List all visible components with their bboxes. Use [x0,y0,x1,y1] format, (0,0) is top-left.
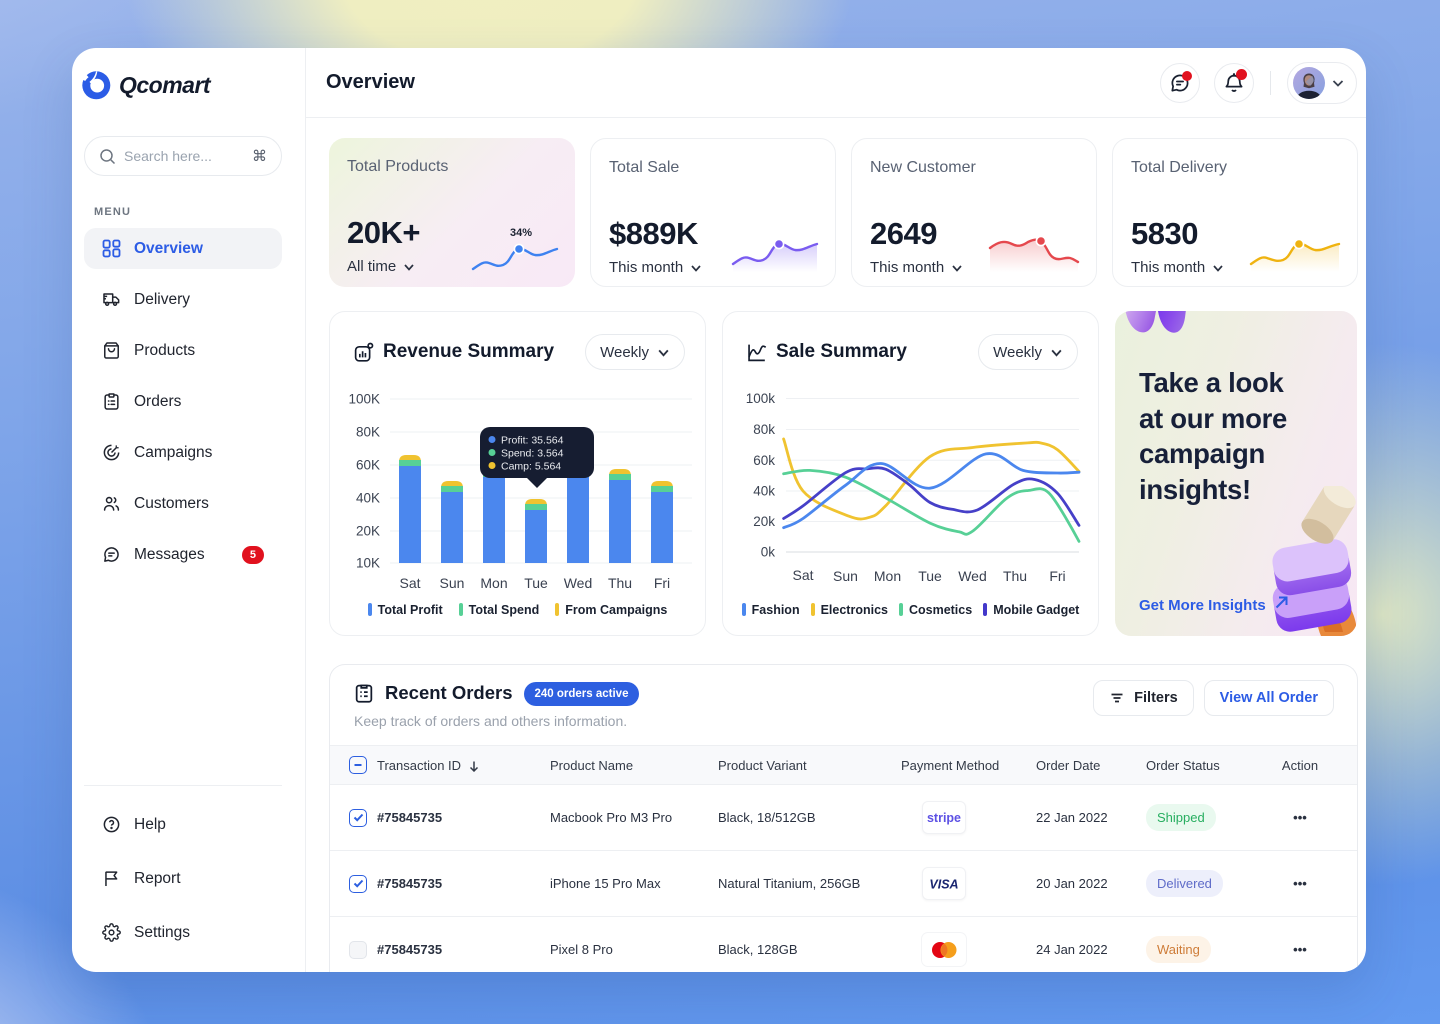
svg-text:Spend: 3.564: Spend: 3.564 [501,448,564,460]
svg-text:Wed: Wed [564,575,593,591]
svg-text:Camp: 5.564: Camp: 5.564 [501,461,561,473]
svg-text:Sat: Sat [792,567,813,583]
svg-text:Mon: Mon [874,568,901,584]
svg-text:Sun: Sun [440,575,465,591]
svg-text:20K: 20K [356,524,380,539]
svg-text:Tue: Tue [524,575,548,591]
svg-text:10K: 10K [356,556,380,571]
svg-text:40k: 40k [753,484,775,499]
svg-text:Wed: Wed [958,568,987,584]
svg-text:60k: 60k [753,453,775,468]
svg-text:60K: 60K [356,458,380,473]
svg-text:Fri: Fri [654,575,670,591]
svg-text:Thu: Thu [608,575,632,591]
svg-text:Mon: Mon [480,575,507,591]
svg-text:0k: 0k [761,545,776,560]
svg-text:40K: 40K [356,491,380,506]
svg-text:80k: 80k [753,422,775,437]
svg-text:Sat: Sat [399,575,420,591]
svg-text:100k: 100k [746,391,776,406]
svg-text:stripe: stripe [927,811,961,825]
svg-text:Fri: Fri [1049,568,1065,584]
svg-text:80K: 80K [356,425,380,440]
svg-text:20k: 20k [753,514,775,529]
svg-text:Tue: Tue [918,568,942,584]
svg-text:Sun: Sun [833,568,858,584]
svg-text:34%: 34% [510,227,532,239]
svg-text:Profit: 35.564: Profit: 35.564 [501,435,564,447]
svg-text:Thu: Thu [1003,568,1027,584]
svg-text:VISA: VISA [929,878,958,892]
svg-text:100K: 100K [348,392,380,407]
